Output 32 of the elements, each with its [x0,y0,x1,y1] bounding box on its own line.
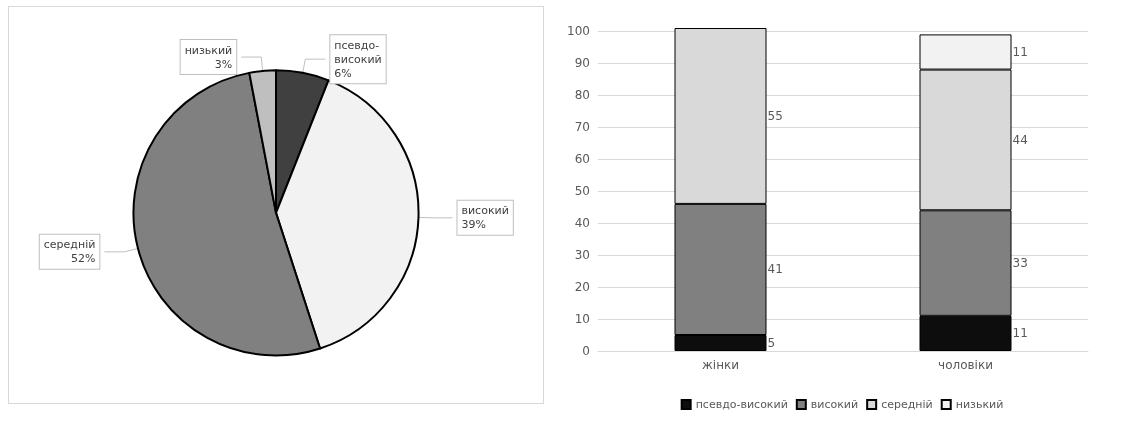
y-tick-label: 90 [574,56,590,71]
data-label: 52% [70,252,96,266]
y-tick-label: 40 [574,216,590,231]
legend-label: середній [881,398,933,411]
data-label: 11 [1012,326,1028,341]
y-tick-label: 60 [574,152,590,167]
y-tick-label: 30 [574,248,590,263]
legend-label: псевдо-високий [695,398,788,411]
slice-label: низький [184,43,233,57]
data-label: 11 [1012,44,1028,59]
data-label: 55 [767,108,783,123]
legend-label: низький [955,398,1004,411]
y-tick-label: 50 [574,184,590,199]
y-tick-label: 0 [582,344,590,358]
y-tick-label: 80 [574,88,590,103]
x-tick-label: чоловіки [938,358,993,372]
y-tick-label: 100 [567,24,590,39]
legend-label: високий [810,398,859,411]
slice-label: псевдо-високий [334,38,382,66]
data-label: 44 [1012,132,1028,147]
y-tick-label: 20 [574,280,590,295]
data-label: 6% [334,66,352,80]
slice-label: середній [43,238,96,252]
y-tick-label: 10 [574,312,590,327]
data-label: 41 [767,262,783,277]
data-label: 3% [214,57,233,71]
slice-label: високий [461,204,509,218]
data-label: 5 [767,336,776,351]
y-tick-label: 70 [574,120,590,135]
data-label: 39% [461,218,486,232]
data-label: 33 [1012,256,1028,271]
x-tick-label: жінки [701,358,740,372]
